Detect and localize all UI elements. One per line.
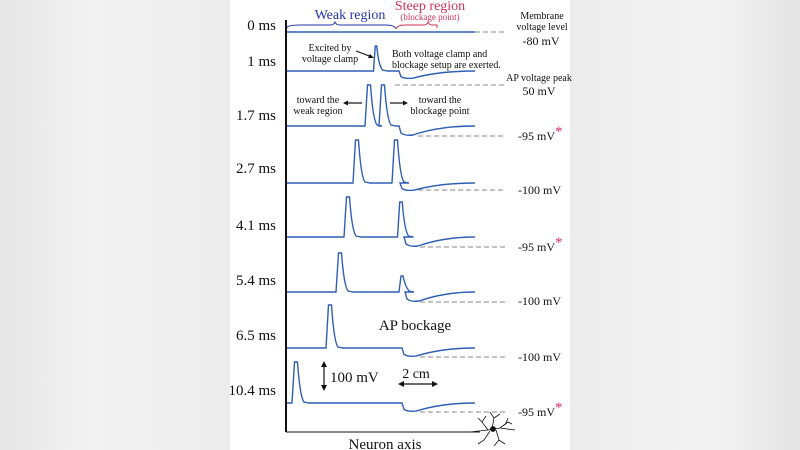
time-label: 10.4 ms [228,383,276,399]
voltage-trace [287,45,476,80]
membrane-value: -80 mV [523,34,560,48]
voltage-trace [287,304,476,358]
steep-region-sublabel: (blockage point) [400,12,459,22]
excited-annotation-line1: Excited by [308,43,351,54]
excited-arrowhead [368,54,374,58]
ap-peak-value: 50 mV [523,84,556,98]
both-annotation-line2: blockage setup are exerted. [392,60,501,71]
ap-blockage-label: AP bockage [379,318,452,334]
toward-weak-line1: toward the [297,95,340,106]
voltage-traces [287,31,476,413]
voltage-scale-arrowheads [321,361,327,391]
neuron-icon [469,411,516,447]
right-arrowhead [403,100,408,106]
voltage-label: -100 mV [518,350,561,364]
excited-annotation-line2: voltage clamp [302,54,358,65]
voltage-trace [287,139,476,192]
voltage-trace [287,84,476,136]
voltage-label: -95 mV* [518,124,563,143]
time-label: 6.5 ms [236,328,276,344]
voltage-trace [287,196,476,247]
membrane-label-line1: Membrane [520,11,564,22]
voltage-scale-label: 100 mV [330,370,379,386]
toward-blockage-line1: toward the [419,95,462,106]
steep-region-label: Steep region [395,0,465,14]
reference-dashed-lines [395,31,505,413]
toward-weak-line2: weak region [293,106,342,117]
time-label: 5.4 ms [236,273,276,289]
toward-blockage-line2: blockage point [410,106,469,117]
time-label: 0 ms [247,18,276,34]
time-label: 1 ms [247,54,276,70]
time-label: 2.7 ms [236,161,276,177]
steep-region-brace [395,20,438,30]
voltage-label: -100 mV [518,183,561,197]
ap-peak-label: AP voltage peak [506,73,572,84]
x-axis-label: Neuron axis [349,437,422,450]
weak-region-brace [286,20,397,30]
voltage-trace [287,361,476,413]
left-arrowhead [343,100,348,106]
blurred-background-right [570,0,800,450]
time-label: 1.7 ms [236,108,276,124]
voltage-trace [287,252,476,302]
time-label: 4.1 ms [236,218,276,234]
both-annotation-line1: Both voltage clamp and [392,49,487,60]
distance-scale-label: 2 cm [402,367,430,382]
voltage-label: -95 mV* [518,400,563,419]
weak-region-label: Weak region [315,8,386,23]
blurred-background-left [0,0,230,450]
voltage-label: -95 mV* [518,235,563,254]
membrane-label-line2: voltage level [516,22,568,33]
voltage-label: -100 mV [518,294,561,308]
